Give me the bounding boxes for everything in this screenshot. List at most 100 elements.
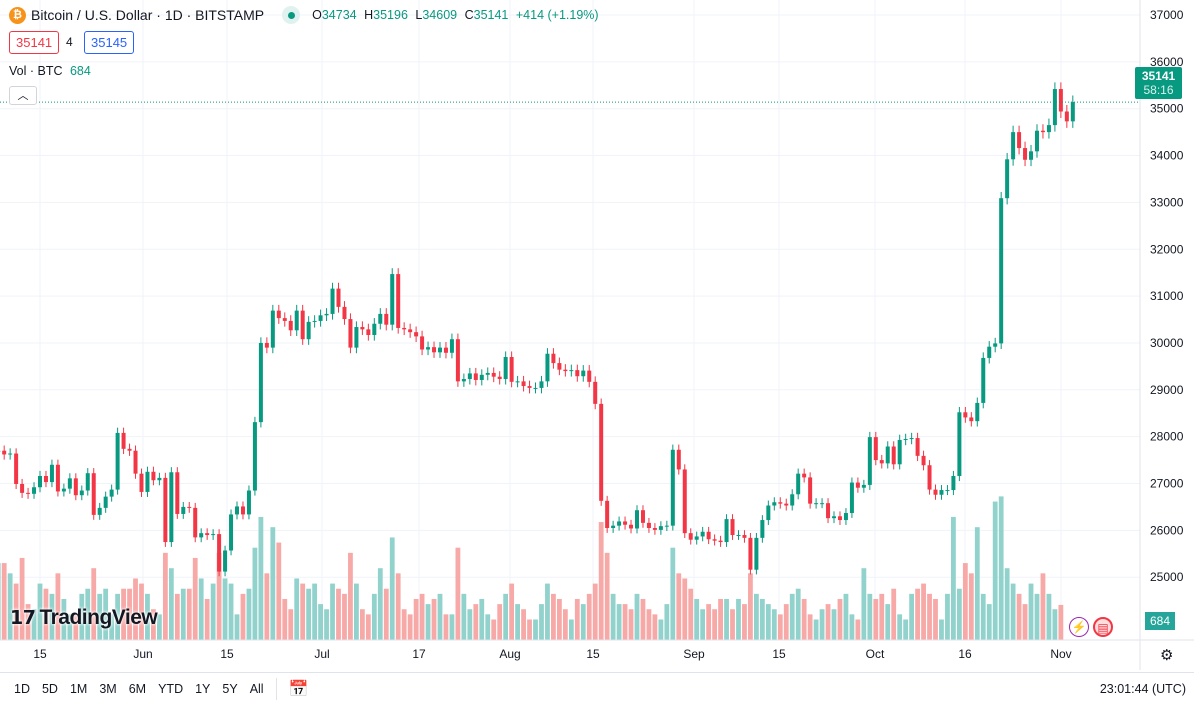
volume-bar (324, 609, 329, 640)
candle (1011, 132, 1016, 160)
buy-price-button[interactable]: 35145 (84, 31, 135, 54)
symbol-title[interactable]: Bitcoin / U.S. Dollar · 1D · BITSTAMP (31, 7, 265, 23)
lightning-event-icon[interactable]: ⚡ (1069, 617, 1089, 637)
candle (563, 369, 568, 372)
market-status-icon[interactable] (282, 6, 301, 24)
candle (1005, 159, 1010, 199)
volume-bar (383, 588, 389, 640)
range-6m[interactable]: 6M (128, 682, 147, 696)
candle (461, 379, 466, 382)
volume-bar (574, 598, 580, 640)
volume-bar (479, 598, 485, 640)
volume-bar (348, 552, 353, 640)
spread: 4 (66, 35, 73, 49)
candle (175, 472, 180, 514)
clock[interactable]: 23:01:44 (UTC) (1099, 682, 1186, 696)
y-tick-label: 30000 (1150, 336, 1184, 350)
volume-bar (945, 593, 950, 640)
volume-bar (37, 583, 43, 640)
range-5y[interactable]: 5Y (222, 682, 238, 696)
volume-bar (879, 593, 885, 640)
volume-bar (318, 604, 323, 640)
candle (67, 478, 72, 489)
candle (43, 476, 48, 483)
candle (837, 516, 842, 521)
volume-bar (1016, 593, 1022, 640)
candle (115, 432, 120, 490)
volume-bar (127, 588, 132, 640)
volume-bar (282, 598, 288, 640)
volume-bar (789, 593, 795, 640)
y-tick-label: 31000 (1150, 289, 1184, 303)
volume-bar (974, 527, 980, 640)
volume-bar (706, 604, 712, 640)
range-1d[interactable]: 1D (14, 682, 30, 696)
volume-bar (306, 588, 312, 640)
range-all[interactable]: All (249, 682, 264, 696)
candle (897, 439, 902, 465)
range-3m[interactable]: 3M (99, 682, 117, 696)
candle (718, 540, 723, 543)
price-chart[interactable]: 15 Jun 15 Jul 17 Aug 15 Sep 15 Oct 16 Nov 25000 26000… (0, 0, 1194, 670)
range-1m[interactable]: 1M (69, 682, 88, 696)
x-tick-label: 15 (586, 647, 600, 661)
volume-bar (216, 552, 222, 640)
candle (784, 503, 789, 506)
candle (969, 417, 974, 422)
volume-bar (55, 573, 61, 640)
volume-bar (527, 619, 532, 640)
candle (808, 477, 813, 504)
us-flag-event-icon[interactable]: ▤ (1093, 617, 1113, 637)
volume-bar (210, 583, 216, 640)
volume-bar (204, 598, 210, 640)
volume-bar (819, 609, 825, 640)
volume-bar (145, 593, 150, 640)
candle (455, 339, 460, 382)
candle (867, 437, 872, 485)
volume-bar (688, 588, 694, 640)
collapse-legend-button[interactable]: ︿ (9, 86, 37, 105)
volume-bar (228, 583, 234, 640)
volume-bar (300, 583, 306, 640)
range-1y[interactable]: 1Y (195, 682, 211, 696)
volume-bar (336, 588, 341, 640)
candle (85, 473, 90, 491)
volume-bar (198, 578, 204, 640)
candle (1040, 130, 1045, 133)
candle (121, 432, 126, 449)
volume-bar (133, 578, 138, 640)
candle (1046, 125, 1051, 133)
volume-bar (115, 593, 121, 640)
candle (97, 507, 102, 515)
volume-bar (342, 593, 347, 640)
candle (1070, 102, 1075, 122)
candle (217, 534, 222, 572)
y-tick-label: 33000 (1150, 195, 1184, 209)
range-5d[interactable]: 5D (41, 682, 58, 696)
volume-bar (843, 593, 849, 640)
volume-bar (700, 609, 706, 640)
candle (939, 490, 944, 495)
volume-legend: Vol · BTC 684 (9, 64, 91, 78)
date-range-calendar-icon[interactable]: 📅 (288, 681, 309, 698)
candle (915, 438, 920, 456)
candle (270, 310, 275, 348)
volume-bar (168, 568, 174, 640)
candle (861, 484, 866, 488)
range-ytd[interactable]: YTD (158, 682, 184, 696)
volume-bar (1040, 573, 1046, 640)
tradingview-logo[interactable]: 𝟭𝟳 TradingView (10, 606, 158, 629)
volume-bar (97, 593, 103, 640)
volume-bar (246, 588, 252, 640)
volume-bar (718, 598, 723, 640)
candle (742, 535, 747, 538)
candle (593, 381, 598, 404)
volume-bar (801, 598, 807, 640)
sell-price-button[interactable]: 35141 (9, 31, 60, 54)
settings-gear-icon[interactable]: ⚙ (1160, 647, 1174, 664)
candle (151, 471, 156, 481)
volume-bar (622, 604, 628, 640)
candle (820, 503, 825, 505)
candle (240, 506, 245, 515)
y-tick-label: 35000 (1150, 102, 1184, 116)
